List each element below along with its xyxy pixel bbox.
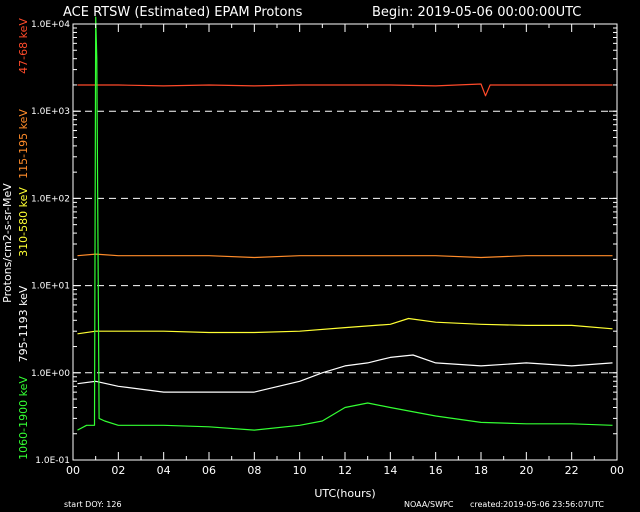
series-label: 795-1193 keV [17,285,30,362]
y-axis-label: Protons/cm2-s-sr-MeV [1,183,14,303]
y-tick-label: 1.0E+04 [31,20,70,30]
x-tick-label: 18 [474,464,488,477]
x-tick-label: 10 [293,464,307,477]
x-tick-label: 14 [383,464,397,477]
x-tick-label: 22 [565,464,579,477]
grid-lines [73,110,617,374]
y-tick-label: 1.0E-01 [35,456,70,466]
y-tick-label: 1.0E+03 [31,107,70,117]
x-tick-label: 12 [338,464,352,477]
x-tick-label: 00 [66,464,80,477]
y-tick-label: 1.0E+02 [31,194,70,204]
x-tick-label: 04 [157,464,171,477]
series-line-115-195-kev [77,253,613,259]
series-label: 115-195 keV [17,109,30,179]
x-tick-label: 08 [247,464,261,477]
series-label: 47-68 keV [17,18,30,74]
series-label: 310-580 keV [17,187,30,257]
chart-begin-time: Begin: 2019-05-06 00:00:00UTC [372,5,581,20]
series-line-795-1193-kev [77,354,613,393]
x-tick-label: 16 [429,464,443,477]
x-axis: 00 02 04 06 08 10 12 14 16 18 20 22 00 [66,24,624,477]
y-axis: 1.0E-01 1.0E+00 1.0E+01 1.0E+02 1.0E+03 1.0E+… [31,20,617,466]
x-tick-label: 02 [111,464,125,477]
created-timestamp: created:2019-05-06 23:56:07UTC [470,500,604,509]
y-tick-label: 1.0E+00 [31,369,70,379]
series-line-1060-1900-kev [77,16,613,431]
series-labels: 47-68 keV 115-195 keV 310-580 keV 795-1193 … [17,18,30,460]
x-tick-label: 00 [610,464,624,477]
series-line-47-68-kev [77,83,613,97]
y-tick-label: 1.0E+01 [31,282,70,292]
x-axis-label: UTC(hours) [314,487,375,500]
x-tick-label: 06 [202,464,216,477]
chart-title: ACE RTSW (Estimated) EPAM Protons [63,5,303,20]
series-label: 1060-1900 keV [17,376,30,460]
x-tick-label: 20 [519,464,533,477]
series-layer [77,16,613,431]
series-line-310-580-kev [77,317,613,335]
agency-label: NOAA/SWPC [404,500,454,509]
start-doy: start DOY: 126 [64,500,122,509]
